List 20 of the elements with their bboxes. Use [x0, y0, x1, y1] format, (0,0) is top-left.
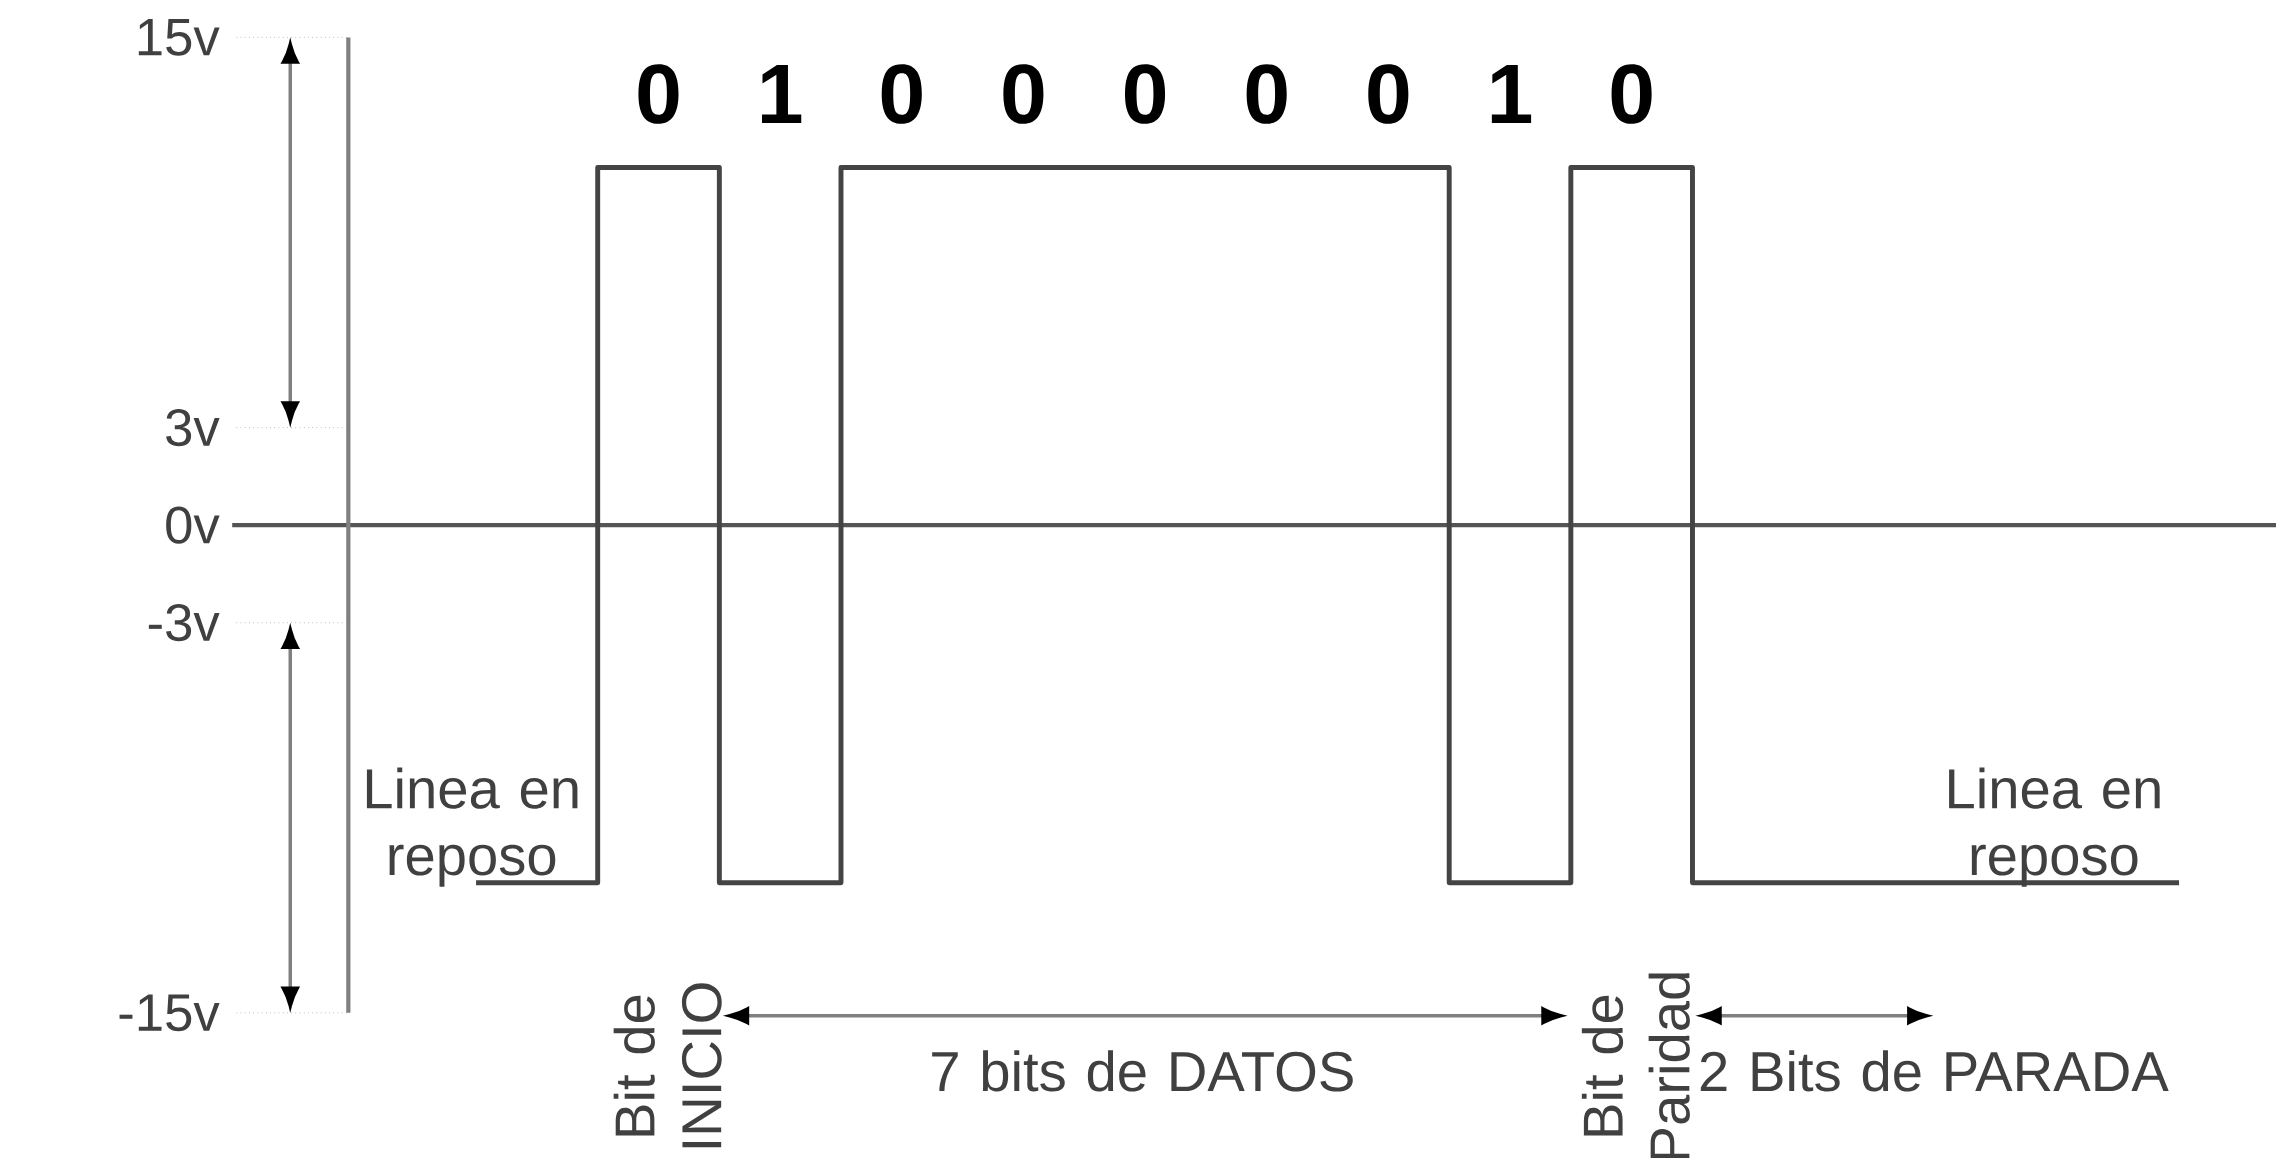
- annotation: 7 bits de DATOS: [932, 1050, 1353, 1092]
- annotation: 1: [1491, 64, 1532, 124]
- annotation: Bit de Paridad: [1581, 973, 1690, 1158]
- y-tick-label: 3v: [166, 408, 220, 447]
- y-tick-label: -3v: [148, 604, 220, 642]
- annotation: 0: [1003, 64, 1044, 124]
- y-tick-label: 0v: [166, 506, 220, 544]
- annotation: 1: [762, 64, 802, 124]
- y-tick-label: -15v: [119, 994, 220, 1032]
- annotation: 2 Bits de PARADA: [1700, 1050, 2169, 1092]
- annotation: 0: [881, 64, 922, 124]
- annotation: 0: [1125, 64, 1166, 124]
- y-tick-label: 15v: [138, 19, 220, 56]
- annotation: 0: [1611, 64, 1652, 124]
- annotation: Linea en reposo: [1949, 767, 2160, 887]
- annotation: Linea en reposo: [366, 767, 578, 887]
- annotation: 0: [1368, 64, 1409, 124]
- annotation: 0: [638, 64, 679, 124]
- annotation: 0: [1246, 64, 1287, 124]
- annotation: Bit de INICIO: [613, 983, 722, 1148]
